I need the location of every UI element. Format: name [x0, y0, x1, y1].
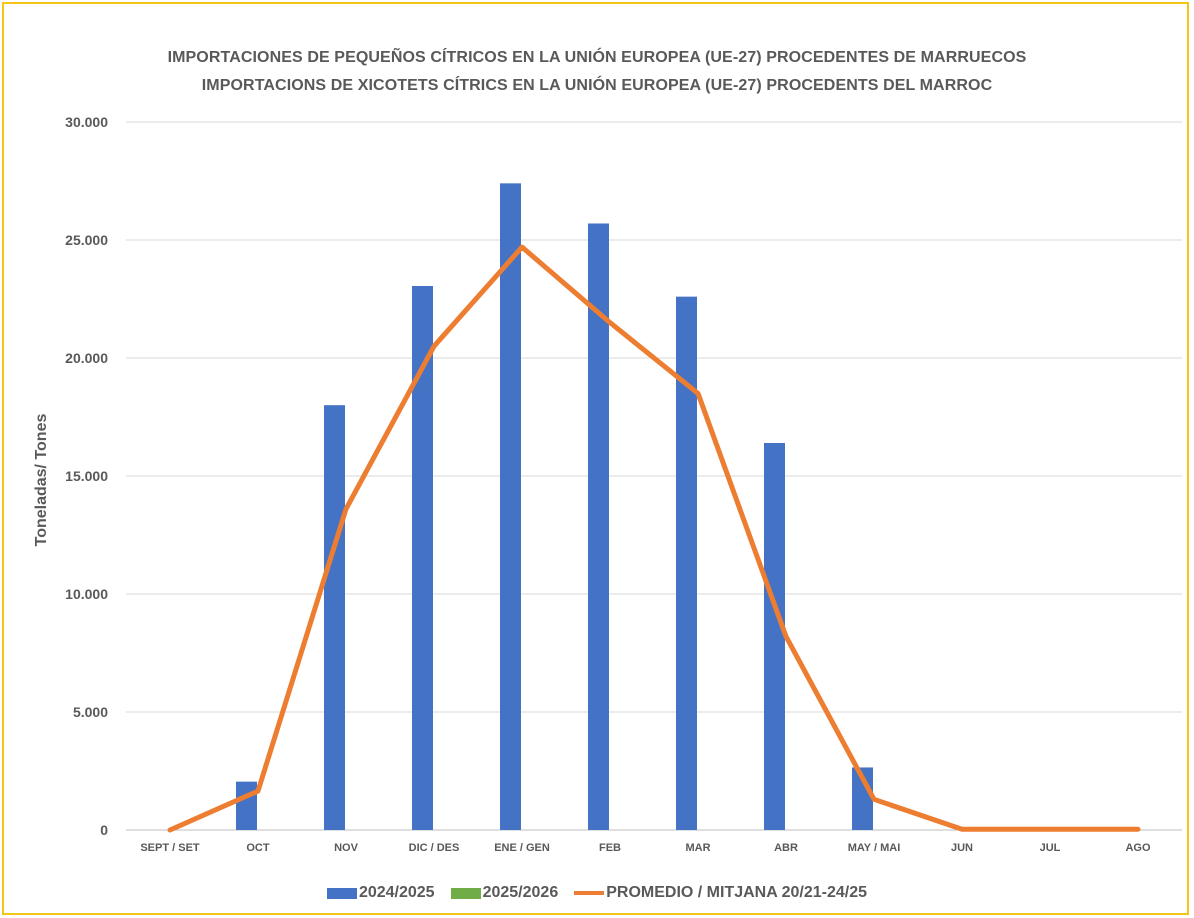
legend-swatch-orange-line [574, 891, 605, 895]
legend-item-2024-2025: 2024/2025 [326, 884, 435, 902]
x-tick-label: NOV [334, 842, 359, 854]
y-tick-label: 30.000 [65, 114, 108, 130]
bar-2024-2025 [236, 781, 257, 830]
legend-item-promedio: PROMEDIO / MITJANA 20/21-24/25 [574, 884, 867, 902]
y-tick-label: 15.000 [65, 468, 108, 484]
legend: 2024/2025 2025/2026 PROMEDIO / MITJANA 2… [0, 884, 1194, 902]
legend-label: 2024/2025 [358, 884, 435, 901]
x-tick-label: FEB [599, 842, 621, 854]
bar-2024-2025 [764, 442, 785, 830]
legend-item-2025-2026: 2025/2026 [450, 884, 559, 902]
x-tick-label: SEPT / SET [140, 842, 200, 854]
bar-2024-2025 [588, 223, 609, 831]
chart-subtitle: IMPORTACIONS DE XICOTETS CÍTRICS EN LA U… [201, 77, 993, 94]
x-tick-label: MAY / MAI [848, 842, 901, 854]
chart-title: IMPORTACIONES DE PEQUEÑOS CÍTRICOS EN LA… [167, 49, 1027, 66]
y-tick-label: 0 [100, 822, 108, 838]
y-tick-label: 25.000 [65, 232, 108, 248]
bar-2024-2025 [324, 405, 345, 830]
x-tick-label: AGO [1125, 842, 1151, 854]
series-line-promedio [167, 244, 1141, 833]
x-tick-label: ENE / GEN [494, 842, 550, 854]
bar-2024-2025 [500, 183, 521, 831]
legend-label: PROMEDIO / MITJANA 20/21-24/25 [606, 884, 868, 901]
y-tick-label: 20.000 [65, 350, 108, 366]
legend-swatch-green [450, 887, 481, 899]
y-tick-label: 10.000 [65, 586, 108, 602]
legend-swatch-blue [326, 887, 357, 899]
x-tick-label: DIC / DES [409, 842, 460, 854]
legend-label: 2025/2026 [482, 884, 559, 901]
x-tick-label: JUL [1040, 842, 1061, 854]
x-tick-label: ABR [774, 842, 798, 854]
x-tick-label: OCT [246, 842, 270, 854]
y-tick-label: 5.000 [73, 704, 108, 720]
x-tick-label: MAR [685, 842, 710, 854]
bar-2024-2025 [412, 286, 433, 830]
x-tick-label: JUN [951, 842, 973, 854]
bar-2024-2025 [676, 296, 697, 830]
